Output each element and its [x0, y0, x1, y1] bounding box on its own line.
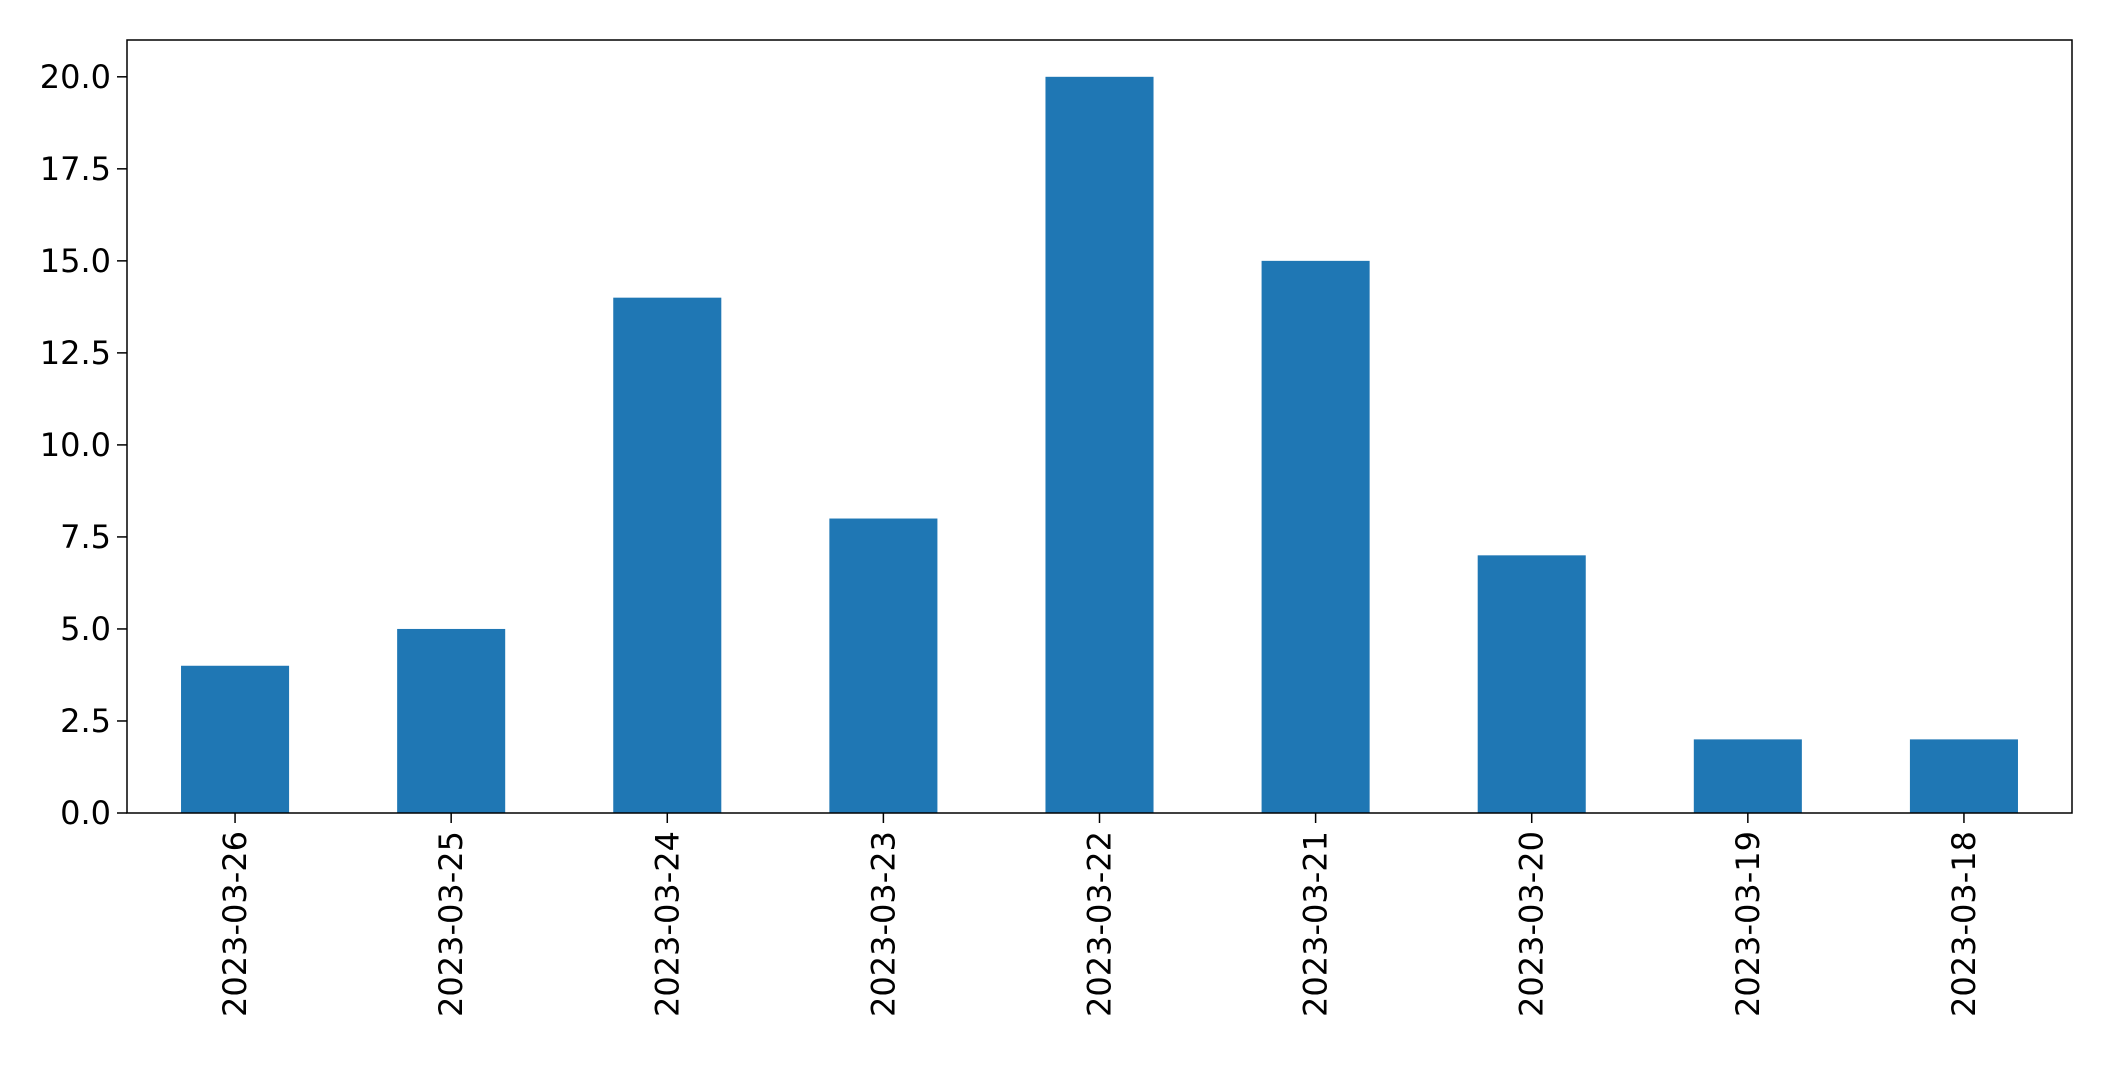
- y-tick-label: 7.5: [60, 518, 111, 556]
- bar-2023-03-25: [397, 628, 506, 813]
- y-tick-label: 20.0: [40, 58, 111, 96]
- x-tick-label: 2023-03-20: [1513, 831, 1551, 1017]
- bar-2023-03-26: [181, 665, 290, 813]
- x-tick-label: 2023-03-26: [216, 831, 254, 1017]
- plot-frame: [126, 39, 2073, 814]
- x-tick-label: 2023-03-22: [1081, 831, 1119, 1017]
- bars-group: [181, 76, 2018, 814]
- x-axis: 2023-03-26 2023-03-25 2023-03-24 2023-03-23…: [216, 813, 1983, 1017]
- x-tick-label: 2023-03-19: [1729, 831, 1767, 1017]
- x-tick-label: 2023-03-25: [432, 831, 470, 1017]
- bar-2023-03-20: [1477, 555, 1586, 813]
- bar-2023-03-22: [1045, 76, 1154, 814]
- bar-2023-03-24: [613, 297, 722, 814]
- bar-2023-03-18: [1909, 739, 2018, 813]
- bar-2023-03-19: [1693, 739, 1802, 813]
- y-axis: 0.0 2.5 5.0 7.5 10.0 12.5 15.0 17.5 20.0: [40, 58, 127, 832]
- bar-2023-03-21: [1261, 260, 1370, 813]
- y-tick-label: 17.5: [40, 150, 111, 188]
- x-tick-label: 2023-03-24: [648, 831, 686, 1017]
- y-tick-label: 5.0: [60, 610, 111, 648]
- x-tick-label: 2023-03-23: [864, 831, 902, 1017]
- y-tick-label: 10.0: [40, 426, 111, 464]
- y-tick-label: 0.0: [60, 794, 111, 832]
- x-tick-label: 2023-03-21: [1297, 831, 1335, 1017]
- bar-2023-03-23: [829, 518, 938, 813]
- x-tick-label: 2023-03-18: [1945, 831, 1983, 1017]
- y-tick-label: 15.0: [40, 242, 111, 280]
- y-tick-label: 12.5: [40, 334, 111, 372]
- y-tick-label: 2.5: [60, 702, 111, 740]
